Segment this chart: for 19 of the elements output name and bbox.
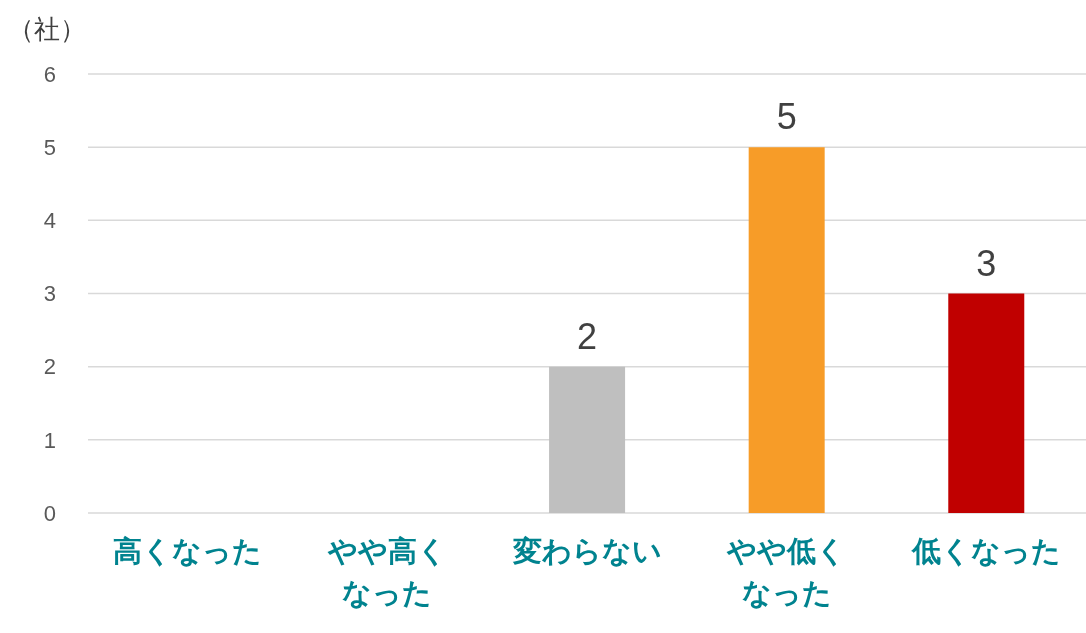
x-tick-label: やや低くなった xyxy=(726,534,847,610)
x-tick-label: 高くなった xyxy=(113,534,263,568)
x-tick-label: やや高くなった xyxy=(326,534,447,610)
data-label: 2 xyxy=(577,315,598,357)
x-tick-label: 変わらない xyxy=(511,534,662,568)
y-tick-label: 4 xyxy=(43,208,56,234)
x-tick-label: 低くなった xyxy=(910,534,1061,568)
y-tick-label: 3 xyxy=(43,281,56,307)
y-tick-label: 6 xyxy=(43,61,56,87)
data-label: 5 xyxy=(776,96,797,138)
y-tick-label: 1 xyxy=(43,427,56,453)
data-label: 3 xyxy=(976,242,997,284)
bar xyxy=(549,366,626,513)
bar xyxy=(748,147,825,513)
y-tick-label: 0 xyxy=(43,500,56,526)
bar xyxy=(948,293,1025,513)
y-axis-title: （社） xyxy=(8,13,86,46)
y-tick-label: 2 xyxy=(43,354,56,380)
y-tick-label: 5 xyxy=(43,134,56,160)
